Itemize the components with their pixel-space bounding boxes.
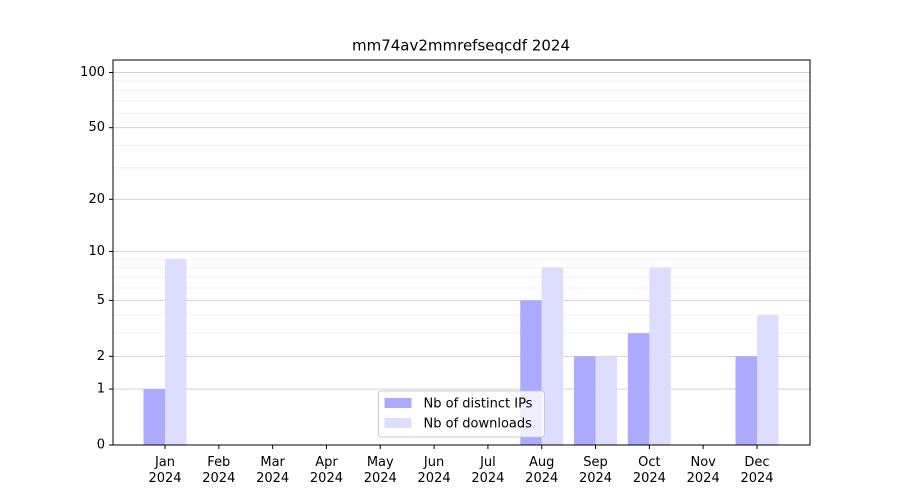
bar: [757, 315, 779, 445]
y-tick-label: 2: [97, 349, 105, 364]
y-tick-label: 0: [97, 438, 105, 453]
bar: [574, 356, 596, 445]
bar: [735, 356, 757, 445]
x-tick-label: Aug 2024: [525, 455, 558, 486]
y-tick-label: 10: [88, 244, 105, 259]
plot-frame: [112, 59, 811, 446]
x-tick-label: Oct 2024: [633, 455, 666, 486]
y-tick-label: 1: [97, 382, 105, 397]
bar: [541, 267, 564, 445]
y-tick-label: 20: [88, 192, 105, 207]
bar: [165, 259, 187, 445]
y-tick-label: 5: [97, 293, 105, 308]
y-tick-label: 100: [80, 65, 105, 80]
x-tick-label: Dec 2024: [740, 455, 773, 486]
x-tick-label: Jan 2024: [148, 455, 181, 486]
bar: [143, 389, 165, 445]
bar: [627, 333, 650, 445]
legend-label: Nb of downloads: [424, 417, 533, 432]
x-tick-label: Mar 2024: [256, 455, 289, 486]
x-tick-label: Apr 2024: [310, 455, 343, 486]
bar: [595, 356, 618, 445]
legend-label: Nb of distinct IPs: [424, 397, 533, 412]
bar: [649, 267, 671, 445]
x-tick-label: May 2024: [364, 455, 397, 486]
legend-box: [378, 390, 545, 438]
y-tick-label: 50: [88, 120, 105, 135]
chart-title: mm74av2mmrefseqcdf 2024: [352, 37, 570, 55]
x-tick-label: Feb 2024: [202, 455, 235, 486]
x-tick-label: Jul 2024: [471, 455, 504, 486]
x-tick-label: Nov 2024: [687, 455, 720, 486]
legend-swatch: [384, 418, 412, 428]
x-tick-label: Sep 2024: [579, 455, 612, 486]
legend-swatch: [384, 398, 412, 408]
x-tick-label: Jun 2024: [418, 455, 451, 486]
